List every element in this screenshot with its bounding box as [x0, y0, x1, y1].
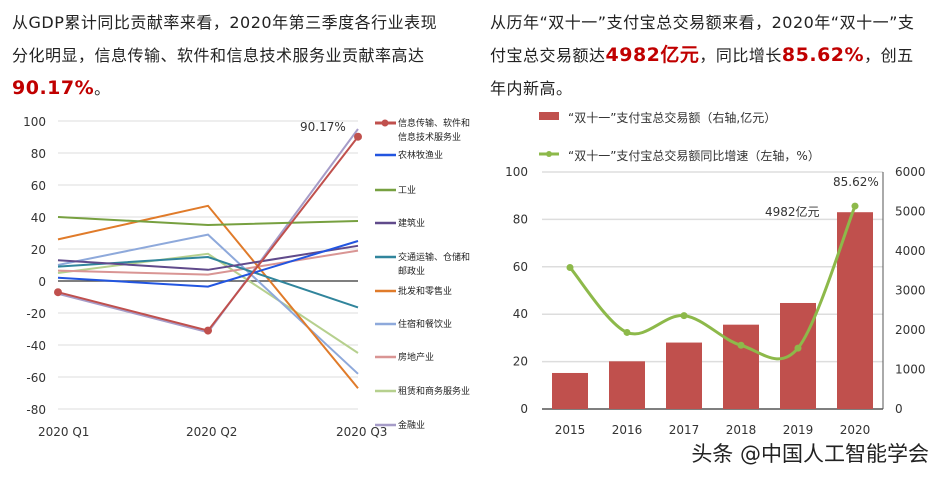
y-tick-label: 60	[31, 179, 46, 193]
y-tick-label: -80	[26, 403, 46, 417]
series-line	[57, 252, 359, 354]
data-point	[566, 264, 574, 272]
right-y-tick-label: 2000	[895, 323, 926, 337]
series-line	[57, 216, 359, 227]
legend-label: 交通运输、仓储和	[398, 251, 470, 263]
x-tick-label: 2019	[783, 423, 814, 437]
legend-label: “双十一”支付宝总交易额（右轴,亿元）	[568, 110, 776, 125]
left-y-tick-label: 20	[513, 355, 528, 369]
data-point	[851, 202, 859, 210]
data-point	[737, 341, 745, 349]
legend-label: 批发和零售业	[398, 285, 452, 297]
text: ，同比增长	[699, 46, 782, 65]
data-label: 4982亿元	[765, 204, 820, 219]
data-point	[623, 328, 631, 336]
legend-swatch	[539, 112, 559, 120]
y-tick-label: -60	[26, 371, 46, 385]
legend-label: 住宿和餐饮业	[398, 318, 452, 330]
legend-label: 租赁和商务服务业	[398, 385, 470, 397]
bar	[552, 372, 588, 409]
legend-label: 建筑业	[398, 217, 425, 229]
left-y-tick-label: 80	[513, 212, 528, 226]
data-label: 90.17%	[300, 120, 346, 134]
right-y-tick-label: 3000	[895, 284, 926, 298]
x-tick-label: 2015	[555, 423, 586, 437]
legend-marker	[546, 151, 552, 157]
left-y-tick-label: 40	[513, 307, 528, 321]
left-y-tick-label: 60	[513, 260, 528, 274]
y-tick-label: 80	[31, 147, 46, 161]
legend-label: “双十一”支付宝总交易额同比增速（左轴，%）	[568, 148, 820, 163]
legend-label: 信息技术服务业	[398, 131, 461, 143]
bar	[780, 302, 816, 409]
legend-label: 信息传输、软件和	[398, 117, 470, 129]
x-tick-label: 2016	[612, 423, 643, 437]
right-y-tick-label: 6000	[895, 165, 926, 179]
data-point	[204, 326, 212, 335]
bar	[666, 342, 702, 409]
right-y-tick-label: 0	[895, 402, 903, 416]
left-y-tick-label: 100	[505, 165, 528, 179]
y-tick-label: -40	[26, 339, 46, 353]
x-tick-label: 2020	[840, 423, 871, 437]
series-line	[57, 255, 359, 309]
legend-label: 邮政业	[398, 265, 425, 277]
bar	[837, 212, 873, 409]
left-y-tick-label: 0	[520, 402, 528, 416]
x-tick-label: 2020 Q3	[336, 425, 387, 439]
data-point	[680, 312, 688, 320]
x-tick-label: 2020 Q2	[186, 425, 237, 439]
series-line	[568, 205, 857, 361]
legend-label: 工业	[398, 185, 416, 196]
series-line	[57, 240, 359, 288]
right-y-tick-label: 4000	[895, 244, 926, 258]
y-tick-label: -20	[26, 307, 46, 321]
data-point	[54, 288, 62, 297]
bar	[723, 324, 759, 409]
y-tick-label: 100	[23, 115, 46, 129]
highlight-growth: 85.62%	[781, 44, 865, 66]
watermark-text: 头条 @中国人工智能学会	[691, 442, 929, 466]
text: 从历年“双十一”支付宝总交易额来看，2020年“双十一”支付宝总交易额达	[490, 13, 915, 65]
legend-label: 房地产业	[398, 351, 434, 363]
right-y-tick-label: 1000	[895, 363, 926, 377]
highlight-amount: 4982亿元	[605, 44, 700, 66]
series-line	[57, 204, 359, 389]
legend-label: 金融业	[398, 419, 425, 431]
bar	[609, 361, 645, 409]
text: ，创五年内新高。	[490, 46, 914, 98]
series-line	[57, 128, 359, 334]
x-tick-label: 2017	[669, 423, 700, 437]
data-point	[794, 344, 802, 352]
data-point	[354, 132, 362, 141]
highlight-value: 90.17%	[12, 77, 95, 99]
y-tick-label: 40	[31, 211, 46, 225]
left-description: 从GDP累计同比贡献率来看，2020年第三季度各行业表现分化明显，信息传输、软件…	[12, 6, 452, 105]
series-line	[57, 249, 359, 276]
text: 。	[94, 79, 111, 98]
y-tick-label: 0	[38, 275, 46, 289]
data-label: 85.62%	[833, 175, 879, 189]
series-line	[57, 244, 359, 271]
x-tick-label: 2018	[726, 423, 757, 437]
right-description: 从历年“双十一”支付宝总交易额来看，2020年“双十一”支付宝总交易额达4982…	[490, 6, 930, 105]
x-tick-label: 2020 Q1	[38, 425, 89, 439]
text: 从GDP累计同比贡献率来看，2020年第三季度各行业表现分化明显，信息传输、软件…	[12, 13, 438, 65]
legend-marker	[381, 119, 389, 127]
right-y-tick-label: 5000	[895, 205, 926, 219]
legend-label: 农林牧渔业	[398, 149, 443, 161]
y-tick-label: 20	[31, 243, 46, 257]
